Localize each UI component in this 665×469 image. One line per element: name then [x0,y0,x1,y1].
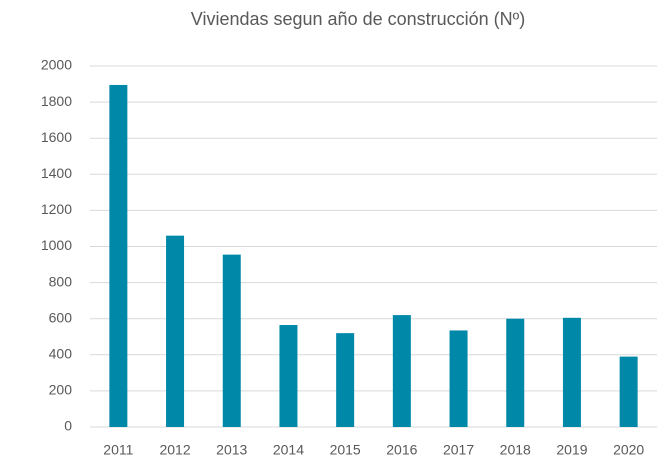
x-tick-label: 2019 [556,442,587,458]
bar [562,317,581,427]
y-tick-label: 1400 [41,165,72,181]
y-tick-label: 800 [49,273,73,289]
y-tick-label: 1000 [41,237,72,253]
bar [392,315,411,427]
y-tick-label: 0 [64,418,72,434]
y-tick-label: 1600 [41,129,72,145]
bar [506,318,525,427]
x-tick-label: 2011 [103,442,133,458]
bar [336,333,355,427]
bar [166,235,185,427]
x-tick-label: 2014 [273,442,304,458]
bar [449,330,468,427]
bar [222,254,241,427]
bar [279,325,298,427]
y-tick-label: 1800 [41,93,72,109]
bar [619,356,638,427]
x-tick-label: 2017 [443,442,474,458]
x-tick-label: 2018 [500,442,531,458]
chart-title: Viviendas segun año de construcción (Nº) [191,9,525,29]
y-tick-label: 1200 [41,201,72,217]
x-tick-label: 2020 [613,442,644,458]
y-tick-label: 200 [49,382,73,398]
y-tick-label: 600 [49,309,73,325]
y-tick-label: 2000 [41,57,72,73]
bar [109,84,128,427]
x-tick-label: 2015 [330,442,361,458]
y-tick-label: 400 [49,346,73,362]
x-tick-label: 2013 [216,442,247,458]
x-tick-label: 2016 [386,442,417,458]
x-tick-label: 2012 [159,442,190,458]
